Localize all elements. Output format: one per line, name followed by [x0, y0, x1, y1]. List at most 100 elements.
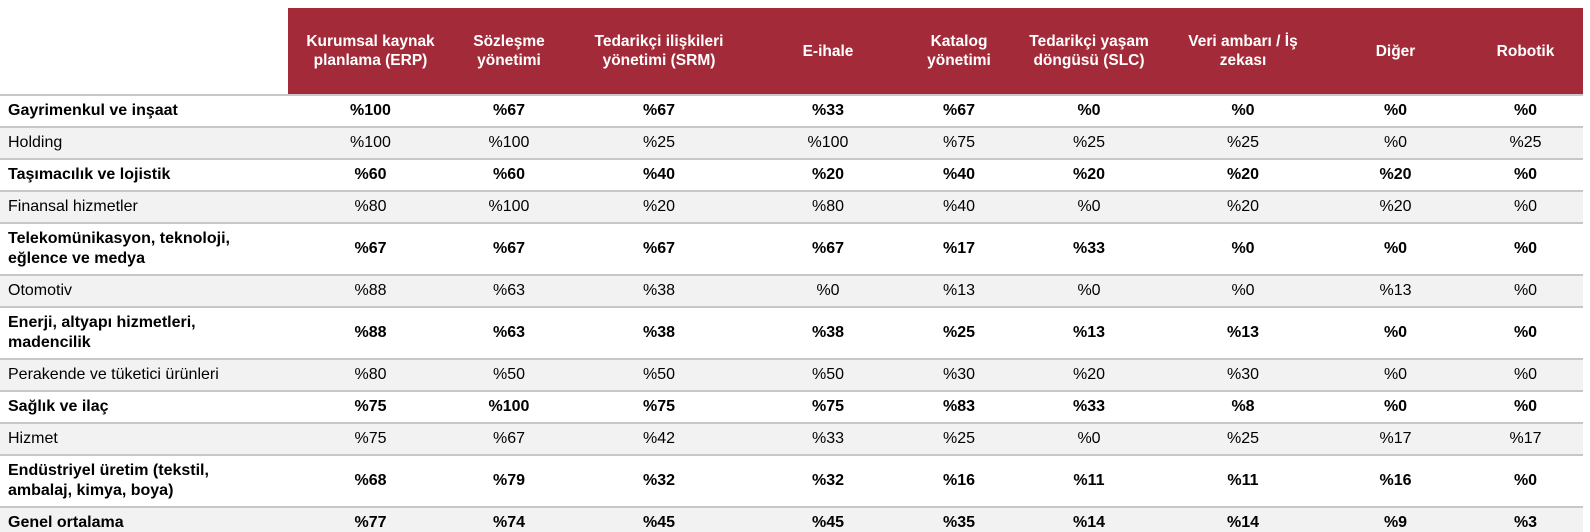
- value-cell: %100: [488, 134, 530, 151]
- value-cell: %38: [642, 324, 676, 341]
- value-cell: %67: [942, 102, 976, 119]
- value-cell: %0: [816, 282, 840, 299]
- value-cell: %68: [354, 472, 387, 489]
- value-cell: %67: [492, 430, 526, 447]
- value-cell: %25: [1509, 134, 1542, 151]
- value-cell: %32: [811, 472, 845, 489]
- value-cell: %0: [1383, 240, 1408, 257]
- value-cell: %75: [354, 398, 387, 415]
- value-cell: %0: [1077, 102, 1101, 119]
- value-cell: %0: [1513, 240, 1538, 257]
- value-cell: %13: [942, 282, 976, 299]
- table-row-3: Taşımacılık ve lojistik %60 %60 %40 %20 %40 %2…: [0, 159, 1583, 191]
- table-row-1: Gayrimenkul ve inşaat %100 %67 %67 %33 %67 %0%…: [0, 95, 1583, 127]
- column-header-8: Diğer: [1323, 8, 1468, 95]
- value-cell: %14: [1226, 514, 1260, 531]
- value-cell: %67: [492, 240, 526, 257]
- value-cell: %11: [1227, 472, 1259, 489]
- value-cell: %75: [354, 430, 387, 447]
- value-cell: %67: [642, 240, 676, 257]
- value-cell: %20: [1226, 198, 1260, 215]
- value-cell: %38: [811, 324, 845, 341]
- value-cell: %80: [354, 198, 387, 215]
- value-cell: %33: [811, 430, 845, 447]
- value-cell: %0: [1383, 366, 1408, 383]
- table-row-12: Genel ortalama %77 %74 %45 %45 %35 %14 %14 %9 %3: [0, 507, 1583, 532]
- value-cell: %0: [1513, 366, 1538, 383]
- value-cell: %0: [1231, 102, 1255, 119]
- value-cell: %75: [942, 134, 976, 151]
- value-cell: %40: [642, 166, 676, 183]
- column-header-5: Katalog yönetimi: [903, 8, 1015, 95]
- table-row-2: Holding %100 %100 %25 %100 %75 %25 %25 %0 %25: [0, 127, 1583, 159]
- value-cell: %0: [1231, 282, 1255, 299]
- value-cell: %25: [1226, 430, 1260, 447]
- value-cell: %0: [1513, 472, 1538, 489]
- value-cell: %0: [1383, 134, 1408, 151]
- value-cell: %20: [1072, 166, 1106, 183]
- value-cell: %13: [1072, 324, 1106, 341]
- value-cell: %75: [642, 398, 676, 415]
- value-cell: %20: [1226, 166, 1260, 183]
- corner-cell: [0, 8, 288, 95]
- table-row-6: Otomotiv %88 %63 %38 %0 %13 %0 %0 %13 %0: [0, 275, 1583, 307]
- value-cell: %88: [354, 282, 387, 299]
- table-header-row: Kurumsal kaynak planlama (ERP) Sözleşme y…: [0, 8, 1583, 95]
- row-label: Gayrimenkul ve inşaat: [8, 102, 178, 119]
- table-row-8: Perakende ve tüketici ürünleri %80 %50 %50%…: [0, 359, 1583, 391]
- value-cell: %63: [492, 282, 526, 299]
- value-cell: %30: [942, 366, 976, 383]
- value-cell: %100: [807, 134, 849, 151]
- value-cell: %42: [642, 430, 676, 447]
- value-cell: %67: [811, 240, 845, 257]
- value-cell: %16: [942, 472, 976, 489]
- value-cell: %13: [1226, 324, 1260, 341]
- row-label: Holding: [8, 134, 63, 151]
- value-cell: %67: [642, 102, 676, 119]
- table-row-9: Sağlık ve ilaç %75 %100 %75 %75 %83 %33 %8 %0 %0: [0, 391, 1583, 423]
- value-cell: %67: [354, 240, 387, 257]
- table-row-5: Telekomünikasyon, teknoloji, eğlence ve …: [0, 223, 1583, 275]
- value-cell: %25: [942, 324, 976, 341]
- value-cell: %25: [1226, 134, 1260, 151]
- value-cell: %0: [1077, 430, 1101, 447]
- value-cell: %14: [1072, 514, 1106, 531]
- row-label: Taşımacılık ve lojistik: [8, 166, 171, 183]
- value-cell: %20: [1072, 366, 1106, 383]
- value-cell: %80: [811, 198, 845, 215]
- value-cell: %75: [811, 398, 845, 415]
- value-cell: %40: [942, 166, 976, 183]
- value-cell: %3: [1513, 514, 1538, 531]
- row-label: Enerji, altyapı hizmetleri, madencilik: [8, 314, 196, 351]
- value-cell: %0: [1231, 240, 1255, 257]
- table-row-11: Endüstriyel üretim (tekstil, ambalaj, ki…: [0, 455, 1583, 507]
- value-cell: %25: [942, 430, 976, 447]
- column-header-4: E-ihale: [753, 8, 903, 95]
- value-cell: %100: [488, 198, 530, 215]
- value-cell: %11: [1073, 472, 1105, 489]
- value-cell: %50: [492, 366, 526, 383]
- value-cell: %100: [488, 398, 530, 415]
- digital-procurement-adoption-table: Kurumsal kaynak planlama (ERP) Sözleşme y…: [0, 8, 1583, 532]
- value-cell: %9: [1383, 514, 1408, 531]
- value-cell: %83: [942, 398, 976, 415]
- value-cell: %0: [1513, 198, 1538, 215]
- row-label: Finansal hizmetler: [8, 198, 138, 215]
- value-cell: %45: [642, 514, 676, 531]
- value-cell: %77: [354, 514, 387, 531]
- row-label: Telekomünikasyon, teknoloji, eğlence ve …: [8, 230, 230, 267]
- value-cell: %33: [811, 102, 845, 119]
- value-cell: %17: [1509, 430, 1542, 447]
- value-cell: %67: [492, 102, 526, 119]
- value-cell: %63: [492, 324, 526, 341]
- value-cell: %100: [350, 134, 391, 151]
- value-cell: %79: [492, 472, 526, 489]
- value-cell: %50: [642, 366, 676, 383]
- value-cell: %8: [1231, 398, 1255, 415]
- row-label: Genel ortalama: [8, 514, 124, 531]
- value-cell: %20: [642, 198, 676, 215]
- value-cell: %60: [354, 166, 387, 183]
- value-cell: %0: [1383, 102, 1408, 119]
- table-header: Kurumsal kaynak planlama (ERP) Sözleşme y…: [0, 8, 1583, 95]
